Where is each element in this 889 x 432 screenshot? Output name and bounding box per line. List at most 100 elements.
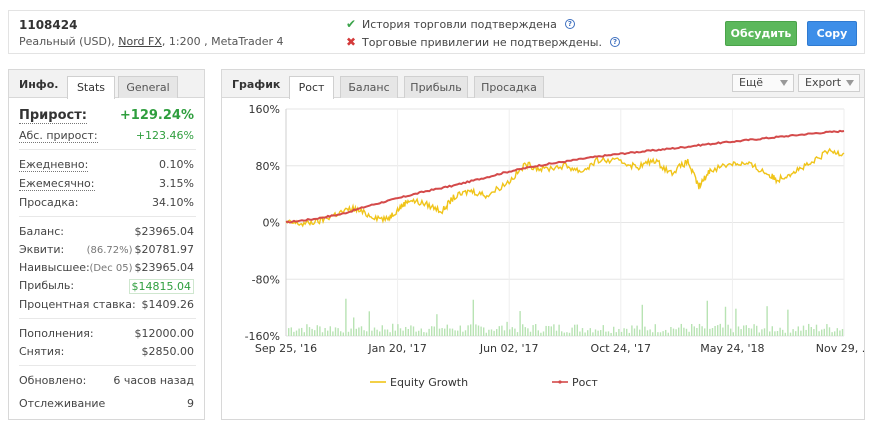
tab-growth[interactable]: Рост (289, 76, 334, 99)
copy-button[interactable]: Copy (807, 21, 857, 46)
volume-bar (314, 330, 316, 336)
tab-balance[interactable]: Баланс (340, 76, 398, 98)
monthly-row: Ежемесячно: 3.15% (19, 177, 194, 193)
info-panel-title: Инфо. (19, 78, 59, 91)
x-tick-label: Nov 29, ... (816, 342, 864, 355)
equity-value: $20781.97 (134, 243, 195, 256)
volume-bar (470, 324, 472, 336)
volume-bar (691, 324, 693, 336)
export-dropdown[interactable]: Export (798, 74, 860, 92)
tab-drawdown[interactable]: Просадка (474, 76, 544, 98)
volume-bar (311, 328, 313, 336)
account-leverage-platform: , 1:200 , MetaTrader 4 (161, 35, 284, 48)
x-axis-ticks: Sep 25, '16 Jan 20, '17 Jun 02, '17 Oct 24,… (255, 342, 864, 355)
volume-bar (763, 328, 766, 336)
volume-bar (329, 326, 331, 336)
abs-growth-value: +123.46% (135, 129, 194, 142)
daily-label[interactable]: Ежедневно: (19, 158, 89, 172)
volume-bar (431, 326, 433, 336)
volume-bar (428, 328, 430, 336)
drawdown-row: Просадка: 34.10% (19, 196, 194, 212)
monthly-label[interactable]: Ежемесячно: (19, 177, 95, 191)
volume-bar (522, 324, 524, 336)
volume-bar (730, 328, 732, 336)
equity-percent: (86.72%) (86, 245, 133, 256)
volume-bar (301, 327, 303, 336)
divider (19, 149, 196, 150)
growth-label[interactable]: Прирост: (19, 108, 87, 124)
volume-bar (399, 328, 402, 336)
y-tick-label: 0% (263, 217, 280, 230)
volume-bar (451, 328, 454, 336)
volume-bar (295, 330, 298, 336)
legend-label-growth[interactable]: Рост (572, 376, 598, 389)
more-dropdown-label: Ещё (739, 76, 764, 89)
volume-bar (782, 329, 784, 336)
volume-bar (802, 325, 805, 336)
volume-bar (823, 328, 825, 336)
profit-label: Прибыль: (19, 279, 75, 292)
volume-bar (722, 327, 724, 336)
tracking-value: 9 (187, 397, 194, 410)
volume-bar (620, 331, 623, 336)
volume-bar (498, 326, 500, 336)
profit-value: $14815.04 (128, 279, 194, 294)
volume-bar (402, 330, 404, 336)
discuss-button[interactable]: Обсудить (725, 21, 797, 46)
volume-bars (288, 298, 844, 336)
volume-bar (501, 325, 503, 336)
volume-bar (480, 326, 482, 336)
volume-bar (745, 325, 747, 336)
volume-bar (298, 328, 300, 336)
volume-bar (373, 327, 376, 336)
help-icon[interactable]: ? (564, 19, 575, 29)
monthly-value: 3.15% (159, 177, 194, 190)
balance-row: Баланс: $23965.04 (19, 225, 194, 241)
volume-bar (514, 328, 516, 336)
volume-bar (753, 324, 755, 336)
help-icon[interactable]: ? (609, 37, 620, 47)
volume-bar (464, 330, 467, 336)
account-type: Реальный (USD), (19, 35, 115, 48)
abs-growth-label[interactable]: Абс. прирост: (19, 129, 98, 143)
volume-bar (379, 331, 381, 336)
legend-label-equity[interactable]: Equity Growth (390, 376, 468, 389)
legend-marker-growth (558, 380, 562, 384)
volume-bar (774, 331, 776, 336)
y-tick-label: 80% (256, 160, 280, 173)
volume-bar (706, 300, 708, 336)
volume-bar (589, 328, 591, 336)
volume-bar (532, 325, 534, 336)
volume-bar (636, 325, 638, 336)
volume-bar (652, 332, 654, 336)
volume-bar (717, 325, 719, 336)
volume-bar (644, 326, 646, 336)
deposits-row: Пополнения: $12000.00 (19, 327, 194, 343)
volume-bar (605, 331, 607, 336)
volume-bar (821, 329, 823, 336)
more-dropdown[interactable]: Ещё (732, 74, 794, 92)
volume-bar (566, 332, 568, 336)
volume-bar (412, 326, 415, 336)
tab-stats[interactable]: Stats (67, 76, 115, 99)
volume-bar (436, 314, 438, 336)
broker-link[interactable]: Nord FX (118, 35, 162, 48)
account-subtitle: Реальный (USD), Nord FX, 1:200 , MetaTra… (19, 35, 284, 48)
growth-chart[interactable]: 160% 80% 0% -80% -160% Sep 25, '16 Jan 20, '1… (222, 99, 864, 419)
volume-bar (321, 332, 324, 336)
volume-bar (334, 327, 337, 336)
volume-bar (667, 332, 669, 336)
volume-bar (568, 332, 571, 336)
volume-bar (672, 328, 675, 336)
tab-general[interactable]: General (118, 76, 178, 98)
tab-profit[interactable]: Прибыль (404, 76, 468, 98)
volume-bar (441, 328, 443, 336)
volume-bar (553, 324, 555, 336)
volume-bar (561, 331, 563, 336)
volume-bar (714, 325, 716, 336)
volume-bar (808, 323, 810, 336)
volume-bar (293, 331, 295, 336)
privileges-not-verified: ✖ Торговые привилегии не подтверждены. ? (346, 35, 620, 49)
volume-bar (587, 330, 589, 336)
volume-bar (696, 328, 698, 336)
